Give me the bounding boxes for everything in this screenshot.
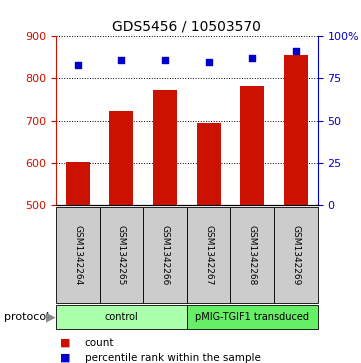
Bar <box>274 207 318 303</box>
Text: ■: ■ <box>60 338 74 348</box>
Text: GSM1342269: GSM1342269 <box>291 225 300 285</box>
Text: ■: ■ <box>60 352 74 363</box>
Text: GSM1342268: GSM1342268 <box>248 225 257 285</box>
Bar <box>187 207 230 303</box>
Text: ▶: ▶ <box>46 310 55 323</box>
Text: GSM1342265: GSM1342265 <box>117 225 126 285</box>
Bar <box>100 207 143 303</box>
Point <box>249 55 255 61</box>
Text: control: control <box>105 312 138 322</box>
Bar <box>230 207 274 303</box>
Bar <box>187 305 318 329</box>
Bar <box>56 305 187 329</box>
Bar <box>153 90 177 205</box>
Text: GSM1342264: GSM1342264 <box>73 225 82 285</box>
Bar <box>109 111 133 205</box>
Text: GSM1342267: GSM1342267 <box>204 225 213 285</box>
Text: protocol: protocol <box>4 312 49 322</box>
Text: pMIG-TGIF1 transduced: pMIG-TGIF1 transduced <box>195 312 309 322</box>
Title: GDS5456 / 10503570: GDS5456 / 10503570 <box>112 20 261 34</box>
Text: GSM1342266: GSM1342266 <box>161 225 170 285</box>
Point <box>206 59 212 65</box>
Point <box>162 57 168 63</box>
Bar <box>240 86 264 205</box>
Point <box>75 62 81 68</box>
Point <box>118 57 124 63</box>
Text: percentile rank within the sample: percentile rank within the sample <box>85 352 261 363</box>
Text: count: count <box>85 338 114 348</box>
Point <box>293 49 299 54</box>
Bar <box>56 207 100 303</box>
Bar <box>143 207 187 303</box>
Bar <box>197 123 221 205</box>
Bar <box>66 163 90 205</box>
Bar <box>284 55 308 205</box>
